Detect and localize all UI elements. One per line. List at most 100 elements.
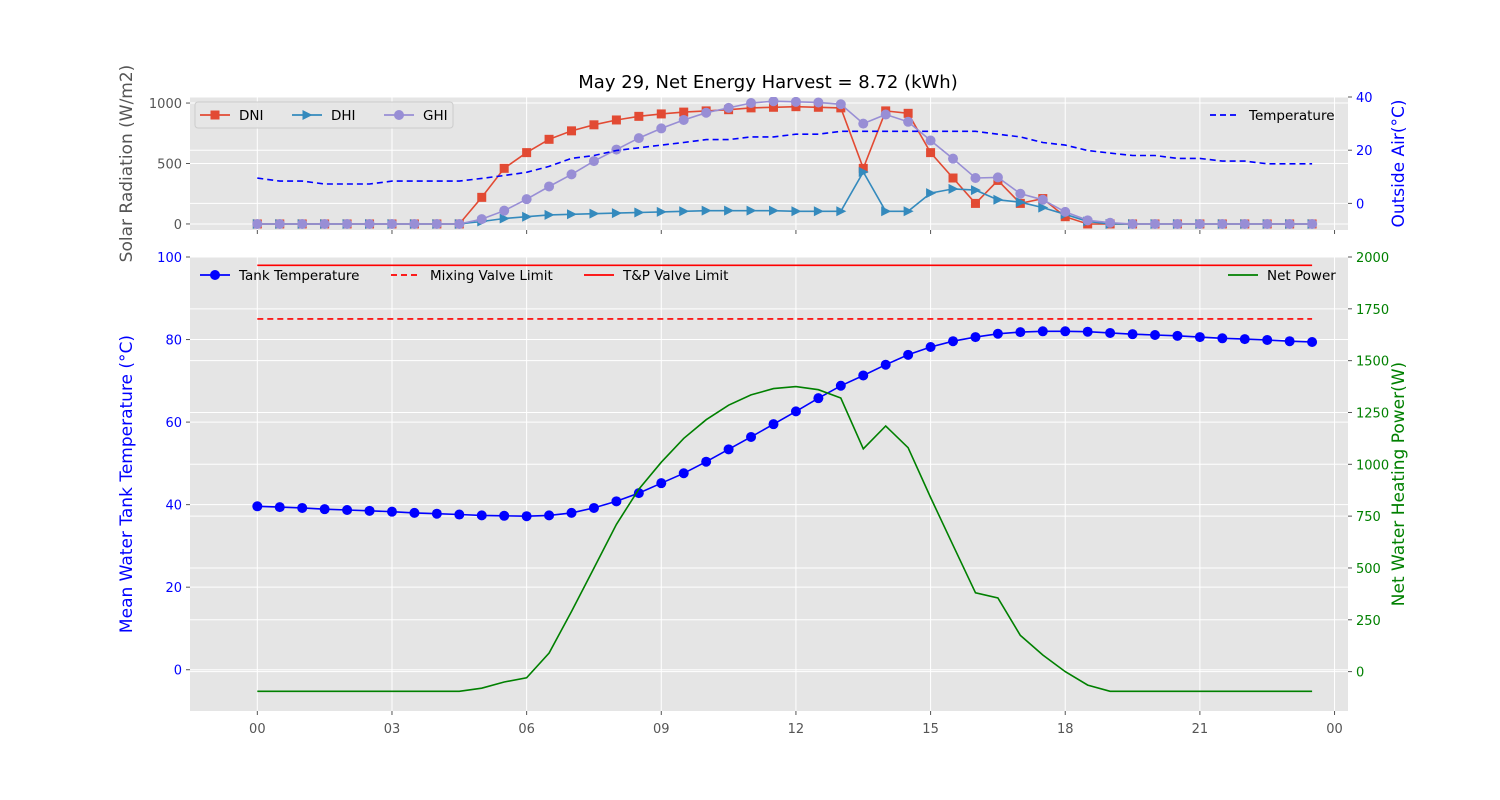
ghi-point — [1037, 194, 1048, 205]
y2-tick-label: 20 — [1356, 144, 1373, 159]
dhi-point — [611, 208, 622, 219]
ghi-point — [611, 144, 622, 155]
dni-point — [768, 102, 778, 112]
ghi-point — [1150, 218, 1160, 229]
ghi-point — [252, 218, 263, 229]
tank-temperature-point — [1037, 326, 1048, 337]
dni-point — [903, 108, 913, 118]
ghi-point — [319, 218, 330, 229]
ghi-point — [948, 153, 959, 164]
tank-temperature-point — [880, 359, 891, 370]
dhi-point — [1015, 197, 1026, 208]
ghi-point — [364, 218, 375, 229]
y2-tick-label: 0 — [1356, 197, 1364, 212]
tank-temperature-point — [723, 444, 734, 455]
tank-temperature-point — [925, 341, 936, 352]
tank-temperature-panel: 0204060801000250500750100012501500175020… — [117, 251, 1409, 737]
tank-temperature-point — [409, 507, 420, 518]
dni-point — [970, 198, 980, 208]
tank-temperature-point — [858, 370, 869, 381]
tank-temperature-point — [1060, 326, 1071, 337]
dhi-point — [522, 211, 533, 222]
tank-temperature-point — [476, 510, 487, 521]
dni-point — [589, 120, 599, 130]
legend-tank-temperature-marker — [210, 270, 220, 280]
x-tick-label: 06 — [518, 722, 535, 737]
x-tick-label: 09 — [653, 722, 670, 737]
ghi-point — [790, 97, 801, 107]
ghi-point — [1105, 217, 1116, 228]
y2-tick-label: 2000 — [1356, 251, 1389, 266]
tank-temperature-point — [1217, 333, 1228, 344]
dni-point — [948, 173, 958, 183]
x-tick-label: 12 — [788, 722, 805, 737]
tank-temperature-point — [790, 406, 801, 417]
x-tick-label: 21 — [1192, 722, 1209, 737]
dhi-point — [926, 188, 937, 199]
plot-series — [252, 264, 1318, 693]
y-tick-label: 100 — [157, 251, 182, 266]
dni-point — [611, 115, 621, 125]
ghi-point — [701, 107, 712, 118]
ghi-point — [633, 133, 644, 144]
tank-temperature-point — [768, 419, 779, 430]
dhi-point — [589, 208, 600, 219]
ghi-point — [1217, 218, 1228, 229]
y-tick-label: 80 — [165, 334, 182, 349]
dhi-point — [858, 166, 869, 177]
ghi-point — [274, 218, 285, 229]
ghi-point — [925, 135, 936, 146]
ghi-point — [835, 99, 846, 110]
ghi-point — [768, 97, 779, 107]
legend-net-power-label: Net Power — [1267, 268, 1336, 284]
y-axis-label: Mean Water Tank Temperature (°C) — [117, 335, 137, 633]
temperature-line — [257, 130, 1313, 185]
x-tick-label: 15 — [922, 722, 939, 737]
ghi-point — [723, 102, 734, 113]
legend-box — [194, 101, 454, 129]
ghi-point — [342, 218, 353, 229]
dhi-point — [724, 205, 735, 216]
tank-temperature-point — [521, 511, 532, 522]
ghi-point — [431, 218, 442, 229]
tank-temperature-point — [992, 328, 1003, 339]
ghi-point — [386, 218, 397, 229]
dni-point — [522, 148, 532, 158]
tank-temperature-point — [1150, 330, 1160, 341]
y2-tick-label: 0 — [1356, 666, 1364, 681]
tank-temperature-point — [1105, 327, 1116, 338]
ghi-point — [454, 218, 465, 229]
legend-t-p-valve-limit-label: T&P Valve Limit — [622, 268, 728, 284]
y2-axis-label: Net Water Heating Power(W) — [1389, 362, 1409, 606]
tank-temperature-point — [813, 393, 824, 404]
y2-tick-label: 750 — [1356, 510, 1381, 525]
ghi-point — [588, 156, 599, 167]
tank-temperature-point — [633, 488, 644, 499]
x-tick-label: 18 — [1057, 722, 1074, 737]
tank-temperature-point — [297, 502, 308, 513]
tank-temperature-point — [1082, 326, 1093, 337]
tank-temperature-point — [1284, 336, 1295, 347]
tank-temperature-point — [678, 468, 689, 479]
y2-tick-label: 250 — [1356, 614, 1381, 629]
legend-ghi-marker — [394, 110, 404, 120]
y2-tick-label: 40 — [1356, 91, 1373, 106]
x-tick-label: 00 — [1326, 722, 1343, 737]
tank-temperature-point — [386, 506, 397, 517]
ghi-point — [656, 123, 667, 134]
dhi-point — [499, 213, 510, 224]
y-tick-label: 0 — [174, 218, 182, 233]
plot-series — [252, 97, 1318, 229]
dni-point — [544, 134, 554, 144]
tank-temperature-point — [948, 336, 959, 347]
legend-tank-temperature-label: Tank Temperature — [238, 268, 359, 284]
dhi-point — [1038, 202, 1049, 213]
ghi-point — [858, 118, 869, 129]
ghi-point — [746, 98, 757, 109]
ghi-point — [566, 169, 577, 180]
ghi-point — [1284, 218, 1295, 229]
ghi-point — [1172, 218, 1183, 229]
ghi-point — [544, 181, 555, 192]
y2-tick-label: 1000 — [1356, 458, 1389, 473]
legend-temperature-label: Temperature — [1248, 108, 1335, 124]
